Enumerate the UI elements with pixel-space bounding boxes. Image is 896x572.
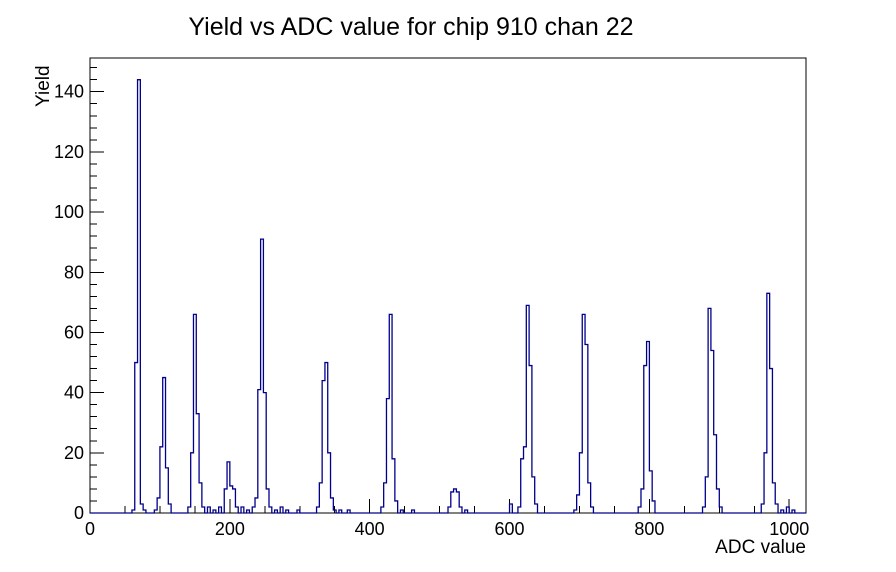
plot-frame	[89, 57, 807, 514]
chart-title: Yield vs ADC value for chip 910 chan 22	[188, 13, 634, 41]
y-tick-label: 80	[64, 262, 84, 282]
y-tick-label: 60	[64, 322, 84, 342]
x-tick-label: 1000	[769, 519, 809, 539]
histogram-line	[90, 79, 806, 514]
y-tick-label: 100	[54, 202, 84, 222]
x-tick-label: 800	[634, 519, 664, 539]
x-axis-title: ADC value	[715, 537, 806, 558]
y-tick-label: 20	[64, 443, 84, 463]
y-tick-label: 140	[54, 82, 84, 102]
x-tick-label: 400	[355, 519, 385, 539]
x-tick-label: 600	[495, 519, 525, 539]
x-tick-label: 200	[215, 519, 245, 539]
y-tick-label: 40	[64, 383, 84, 403]
x-tick-label: 0	[85, 519, 95, 539]
y-tick-label: 0	[74, 503, 84, 523]
y-axis-title: Yield	[33, 65, 54, 107]
y-tick-label: 120	[54, 142, 84, 162]
